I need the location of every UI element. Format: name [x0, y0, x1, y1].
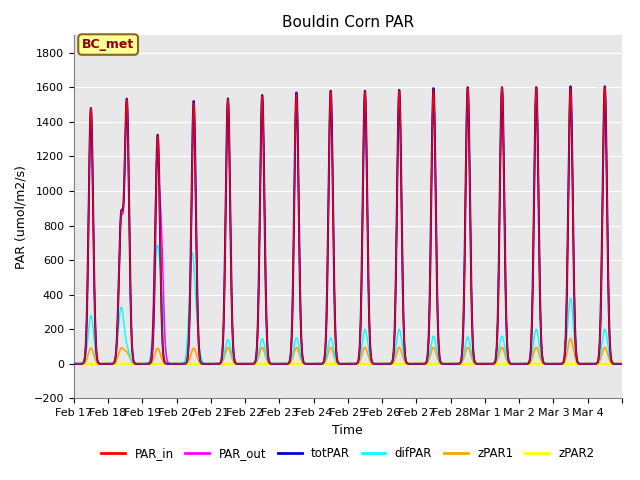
X-axis label: Time: Time: [332, 424, 364, 437]
Legend: PAR_in, PAR_out, totPAR, difPAR, zPAR1, zPAR2: PAR_in, PAR_out, totPAR, difPAR, zPAR1, …: [97, 443, 599, 465]
Title: Bouldin Corn PAR: Bouldin Corn PAR: [282, 15, 414, 30]
Y-axis label: PAR (umol/m2/s): PAR (umol/m2/s): [15, 165, 28, 269]
Text: BC_met: BC_met: [82, 38, 134, 51]
